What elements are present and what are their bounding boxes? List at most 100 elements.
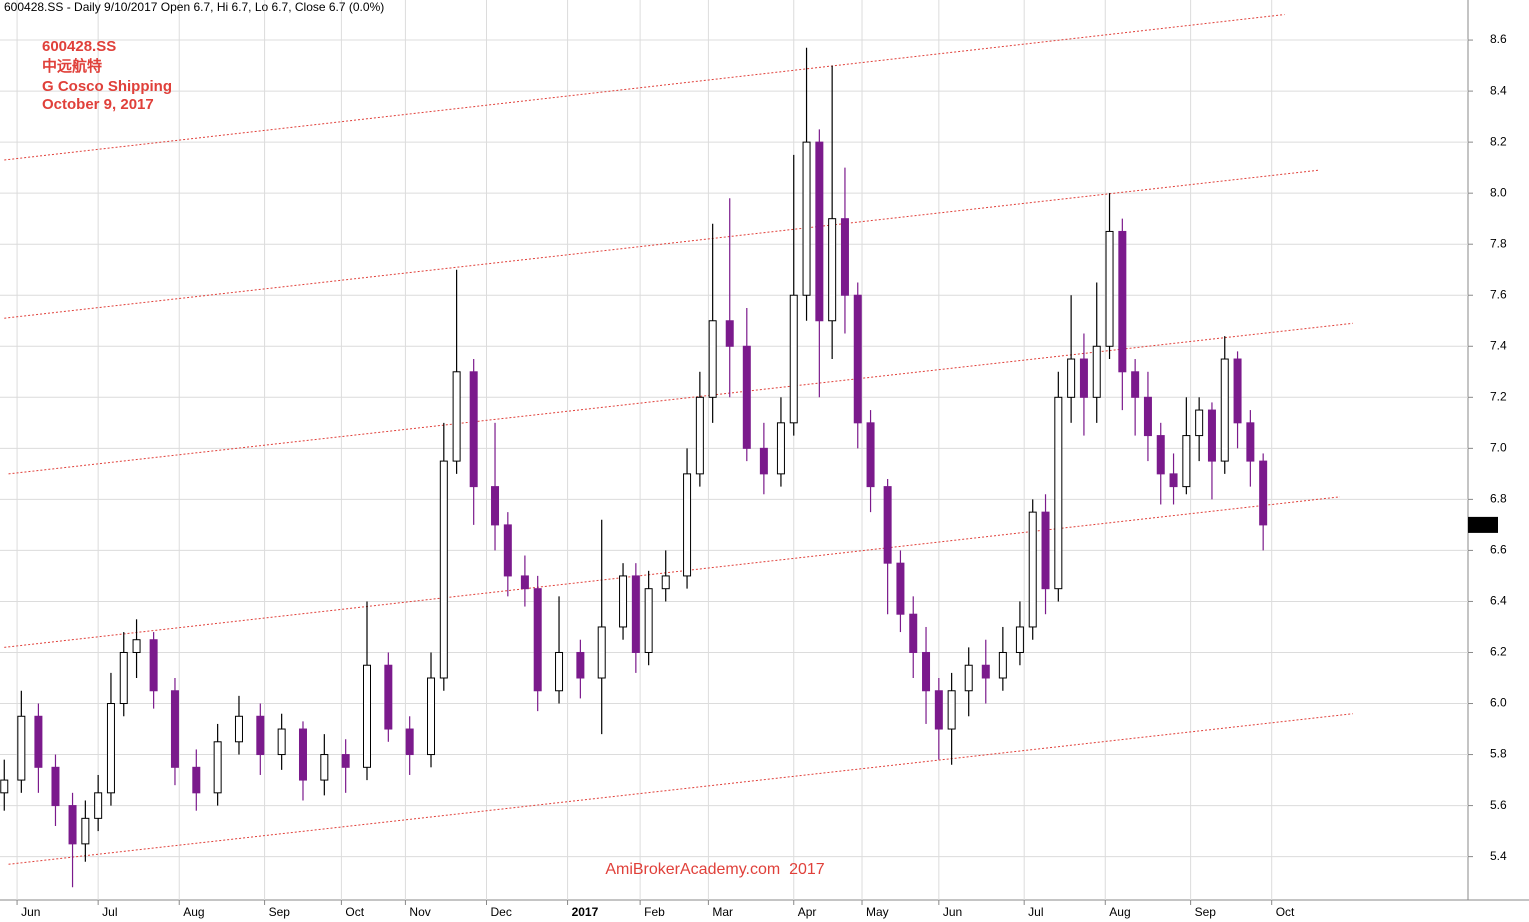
candle-body [427, 677, 436, 756]
candle-body [1182, 435, 1191, 488]
candle-body [1015, 626, 1024, 653]
candle-body [213, 741, 222, 794]
candle-body [439, 460, 448, 679]
candle-body [802, 141, 811, 296]
candle-body [234, 715, 243, 743]
candle-body [661, 575, 670, 590]
channel-line [8, 713, 1353, 865]
candle-body [277, 728, 286, 756]
candle-body [0, 779, 9, 794]
candle-body [1092, 345, 1101, 398]
channel-line [8, 322, 1353, 475]
candle-body [17, 715, 26, 781]
candle-body [896, 562, 905, 615]
candle-body [1169, 473, 1178, 488]
x-tick-label: Sep [1195, 905, 1217, 919]
candle-body [68, 805, 77, 845]
x-tick-label: Oct [1276, 905, 1295, 919]
channel-line [4, 169, 1319, 319]
candle-body [81, 817, 90, 845]
y-tick-label: 6.8 [1490, 492, 1507, 506]
candle-body [384, 664, 393, 730]
candle-body [725, 320, 734, 347]
candle-body [503, 524, 512, 577]
candle-body [695, 396, 704, 475]
candle-body [866, 422, 875, 488]
candle-body [320, 754, 329, 781]
candle-body [644, 588, 653, 653]
x-tick-label: Jul [1028, 905, 1043, 919]
candle-body [51, 766, 60, 807]
candle-body [883, 486, 892, 564]
x-tick-label: Aug [183, 905, 204, 919]
candle-body [998, 651, 1007, 679]
candle-body [132, 639, 141, 653]
candle-body [1246, 422, 1255, 462]
x-tick-label: Mar [712, 905, 733, 919]
candle-body [815, 141, 824, 322]
y-tick-label: 8.0 [1490, 185, 1507, 199]
x-tick-label: Jun [943, 905, 962, 919]
candle-body [759, 447, 768, 475]
candle-body [94, 792, 103, 819]
y-tick-label: 7.6 [1490, 287, 1507, 301]
candle-body [469, 371, 478, 488]
y-tick-label: 7.4 [1490, 338, 1507, 352]
x-tick-label: Dec [490, 905, 511, 919]
candle-body [192, 766, 201, 794]
candle-body [1054, 396, 1063, 590]
y-tick-label: 6.2 [1490, 645, 1507, 659]
y-tick-label: 7.0 [1490, 441, 1507, 455]
candle-body [776, 422, 785, 475]
y-tick-label: 8.2 [1490, 134, 1507, 148]
candle-body [405, 728, 414, 756]
channel-line [4, 14, 1285, 161]
candle-body [491, 486, 500, 526]
y-tick-label: 8.6 [1490, 32, 1507, 46]
marks: 6.7 [0, 14, 1498, 888]
candle-body [363, 664, 371, 768]
candle-body [947, 690, 956, 730]
candle-body [1220, 358, 1229, 462]
candle-body [533, 588, 542, 692]
candle-body [853, 294, 862, 424]
candle-body [520, 575, 529, 590]
annotation: 600428.SS [42, 38, 116, 55]
annotation: October 9, 2017 [42, 96, 154, 113]
candle-body [1131, 371, 1140, 398]
candle-body [1067, 358, 1076, 398]
y-tick-label: 6.4 [1490, 594, 1507, 608]
candle-body [789, 294, 798, 424]
candle-body [909, 613, 918, 653]
candle-body [934, 690, 943, 730]
annotation: 中远航特 [42, 57, 102, 75]
candle-body [149, 639, 158, 692]
candle-body [708, 320, 717, 398]
candle-body [1233, 358, 1242, 424]
candle-body [170, 690, 179, 768]
x-tick-label: Apr [798, 905, 817, 919]
candle-body [1259, 460, 1268, 526]
x-tick-label: Jul [102, 905, 117, 919]
candle-body [1118, 230, 1127, 373]
candle-body [597, 626, 606, 679]
footer: AmiBrokerAcademy.com 2017 [605, 861, 824, 878]
candle-body [452, 371, 461, 462]
candle-body [1207, 409, 1216, 462]
candle-body [964, 664, 973, 692]
y-tick-label: 7.8 [1490, 236, 1507, 250]
y-tick-label: 5.8 [1490, 747, 1507, 761]
y-tick-label: 8.4 [1490, 83, 1507, 97]
candle-body [828, 218, 837, 322]
y-tick-label: 6.6 [1490, 543, 1507, 557]
x-tick-label: Aug [1109, 905, 1130, 919]
candle-body [555, 651, 564, 692]
candle-body [256, 715, 265, 756]
chart-title: 600428.SS - Daily 9/10/2017 Open 6.7, Hi… [4, 0, 384, 14]
y-tick-label: 6.0 [1490, 696, 1507, 710]
x-tick-label: Sep [269, 905, 291, 919]
candle-body [922, 651, 931, 692]
last-price-badge [1468, 516, 1498, 533]
annotation: G Cosco Shipping [42, 78, 172, 95]
x-tick-label: Oct [345, 905, 364, 919]
